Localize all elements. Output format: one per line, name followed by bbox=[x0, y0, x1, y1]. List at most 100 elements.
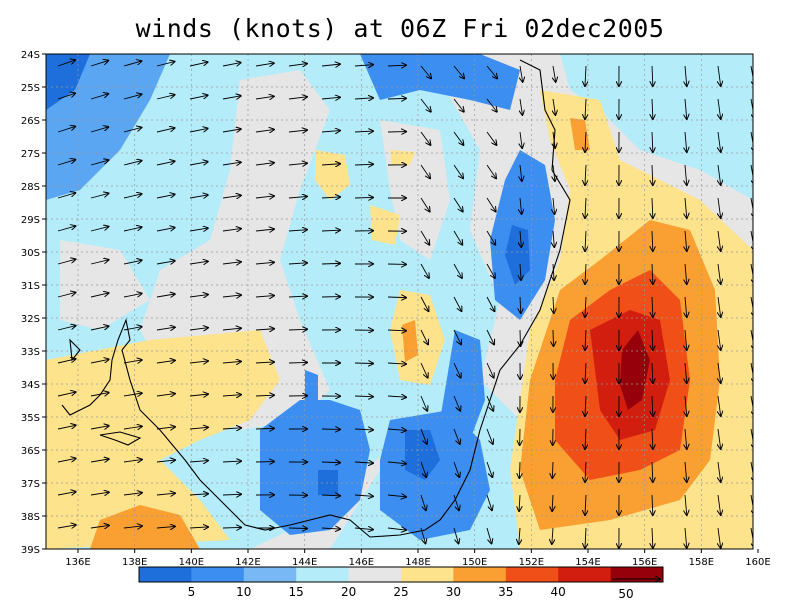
wind-arrow bbox=[156, 526, 175, 528]
wind-arrow bbox=[57, 193, 75, 199]
wind-arrow bbox=[585, 65, 586, 86]
colorbar-label: 35 bbox=[498, 585, 513, 599]
wind-arrow bbox=[255, 229, 274, 231]
wind-arrow bbox=[553, 98, 555, 115]
wind-arrow bbox=[255, 395, 274, 396]
lat-label: 36S bbox=[21, 446, 40, 457]
wind-arrow bbox=[222, 328, 241, 330]
wind-arrow bbox=[123, 260, 142, 265]
wind-arrow bbox=[453, 164, 463, 178]
wind-arrow bbox=[553, 197, 555, 214]
wind-arrow bbox=[420, 329, 428, 344]
wind-arrow bbox=[520, 131, 522, 148]
wind-arrow bbox=[453, 494, 459, 510]
wind-arrow bbox=[90, 359, 109, 364]
wind-arrow bbox=[718, 131, 721, 152]
wind-arrow bbox=[255, 362, 274, 363]
wind-arrow bbox=[123, 493, 142, 495]
wind-arrow bbox=[685, 494, 687, 515]
wind-arrow bbox=[90, 293, 109, 298]
wind-arrow bbox=[486, 197, 496, 211]
wind-arrow bbox=[420, 461, 426, 477]
lat-label: 39S bbox=[21, 545, 40, 556]
wind-arrow bbox=[354, 164, 373, 165]
wind-arrow bbox=[685, 428, 687, 449]
wind-arrow bbox=[57, 492, 76, 495]
wind-arrow bbox=[123, 327, 142, 330]
wind-arrow bbox=[354, 197, 373, 198]
wind-arrow bbox=[685, 65, 687, 86]
colorbar-swatch bbox=[610, 567, 664, 582]
wind-arrow bbox=[486, 65, 497, 78]
map-title: winds (knots) at 06Z Fri 02dec2005 bbox=[135, 14, 665, 43]
wind-arrow bbox=[222, 428, 241, 429]
wind-arrow bbox=[453, 98, 464, 112]
wind-arrow bbox=[288, 196, 307, 198]
wind-arrow bbox=[123, 460, 142, 462]
wind-arrow bbox=[685, 197, 687, 218]
lat-label: 32S bbox=[21, 314, 40, 325]
wind-arrow bbox=[189, 195, 208, 198]
wind-arrow bbox=[420, 395, 427, 411]
colorbar-label: 40 bbox=[551, 585, 566, 599]
wind-arrow bbox=[255, 96, 274, 99]
wind-arrow bbox=[123, 293, 142, 298]
wind-arrow bbox=[718, 329, 721, 350]
wind-arrow bbox=[420, 428, 427, 444]
wind-arrow bbox=[288, 329, 307, 330]
plot-frame bbox=[45, 53, 754, 550]
wind-arrow bbox=[288, 362, 307, 363]
wind-arrow bbox=[585, 98, 586, 119]
wind-arrow bbox=[685, 329, 687, 350]
wind-arrow bbox=[255, 196, 274, 198]
wind-arrow bbox=[189, 295, 208, 297]
wind-arrow bbox=[420, 131, 430, 145]
wind-arrow bbox=[453, 362, 461, 378]
wind-arrow bbox=[420, 296, 428, 311]
wind-arrow bbox=[387, 495, 406, 497]
wind-arrow bbox=[189, 261, 208, 264]
wind-arrow bbox=[123, 61, 141, 67]
lat-label: 34S bbox=[21, 380, 40, 391]
wind-arrow bbox=[189, 461, 208, 462]
wind-arrow bbox=[552, 527, 553, 544]
wind-arrow bbox=[685, 527, 687, 548]
wind-arrow bbox=[288, 230, 307, 231]
wind-arrow bbox=[156, 294, 175, 297]
wind-arrow bbox=[222, 395, 241, 396]
wind-arrow bbox=[387, 363, 406, 364]
wind-arrow bbox=[585, 362, 586, 383]
wind-arrow bbox=[156, 327, 175, 330]
wind-arrow bbox=[486, 98, 497, 112]
wind-arrow bbox=[57, 525, 76, 528]
wind-arrow bbox=[652, 131, 653, 152]
wind-arrow bbox=[718, 395, 721, 416]
wind-arrow bbox=[288, 263, 307, 264]
wind-arrow bbox=[420, 494, 426, 510]
wind-arrow bbox=[222, 494, 241, 495]
wind-arrow bbox=[255, 262, 274, 264]
colorbar-swatch bbox=[453, 567, 507, 582]
wind-speed-fill bbox=[46, 54, 753, 549]
wind-arrow bbox=[354, 65, 373, 66]
wind-arrow bbox=[57, 292, 75, 298]
wind-arrow bbox=[553, 263, 554, 280]
wind-arrow bbox=[387, 396, 406, 397]
wind-arrow bbox=[156, 394, 175, 396]
wind-arrow bbox=[652, 65, 653, 86]
wind-arrow bbox=[486, 296, 494, 311]
wind-arrow bbox=[387, 98, 406, 99]
lat-label: 37S bbox=[21, 479, 40, 490]
wind-arrow bbox=[585, 131, 586, 152]
wind-arrow bbox=[156, 427, 175, 429]
lon-label: 154E bbox=[575, 557, 600, 568]
wind-arrow bbox=[585, 494, 586, 515]
wind-arrow bbox=[255, 329, 274, 330]
lon-label: 152E bbox=[519, 557, 544, 568]
wind-arrow bbox=[123, 194, 142, 199]
wind-arrow bbox=[420, 527, 425, 543]
reference-vector-label: 50 bbox=[618, 587, 633, 600]
wind-arrow bbox=[123, 393, 142, 396]
wind-arrow bbox=[90, 426, 109, 429]
wind-arrow bbox=[189, 361, 208, 363]
